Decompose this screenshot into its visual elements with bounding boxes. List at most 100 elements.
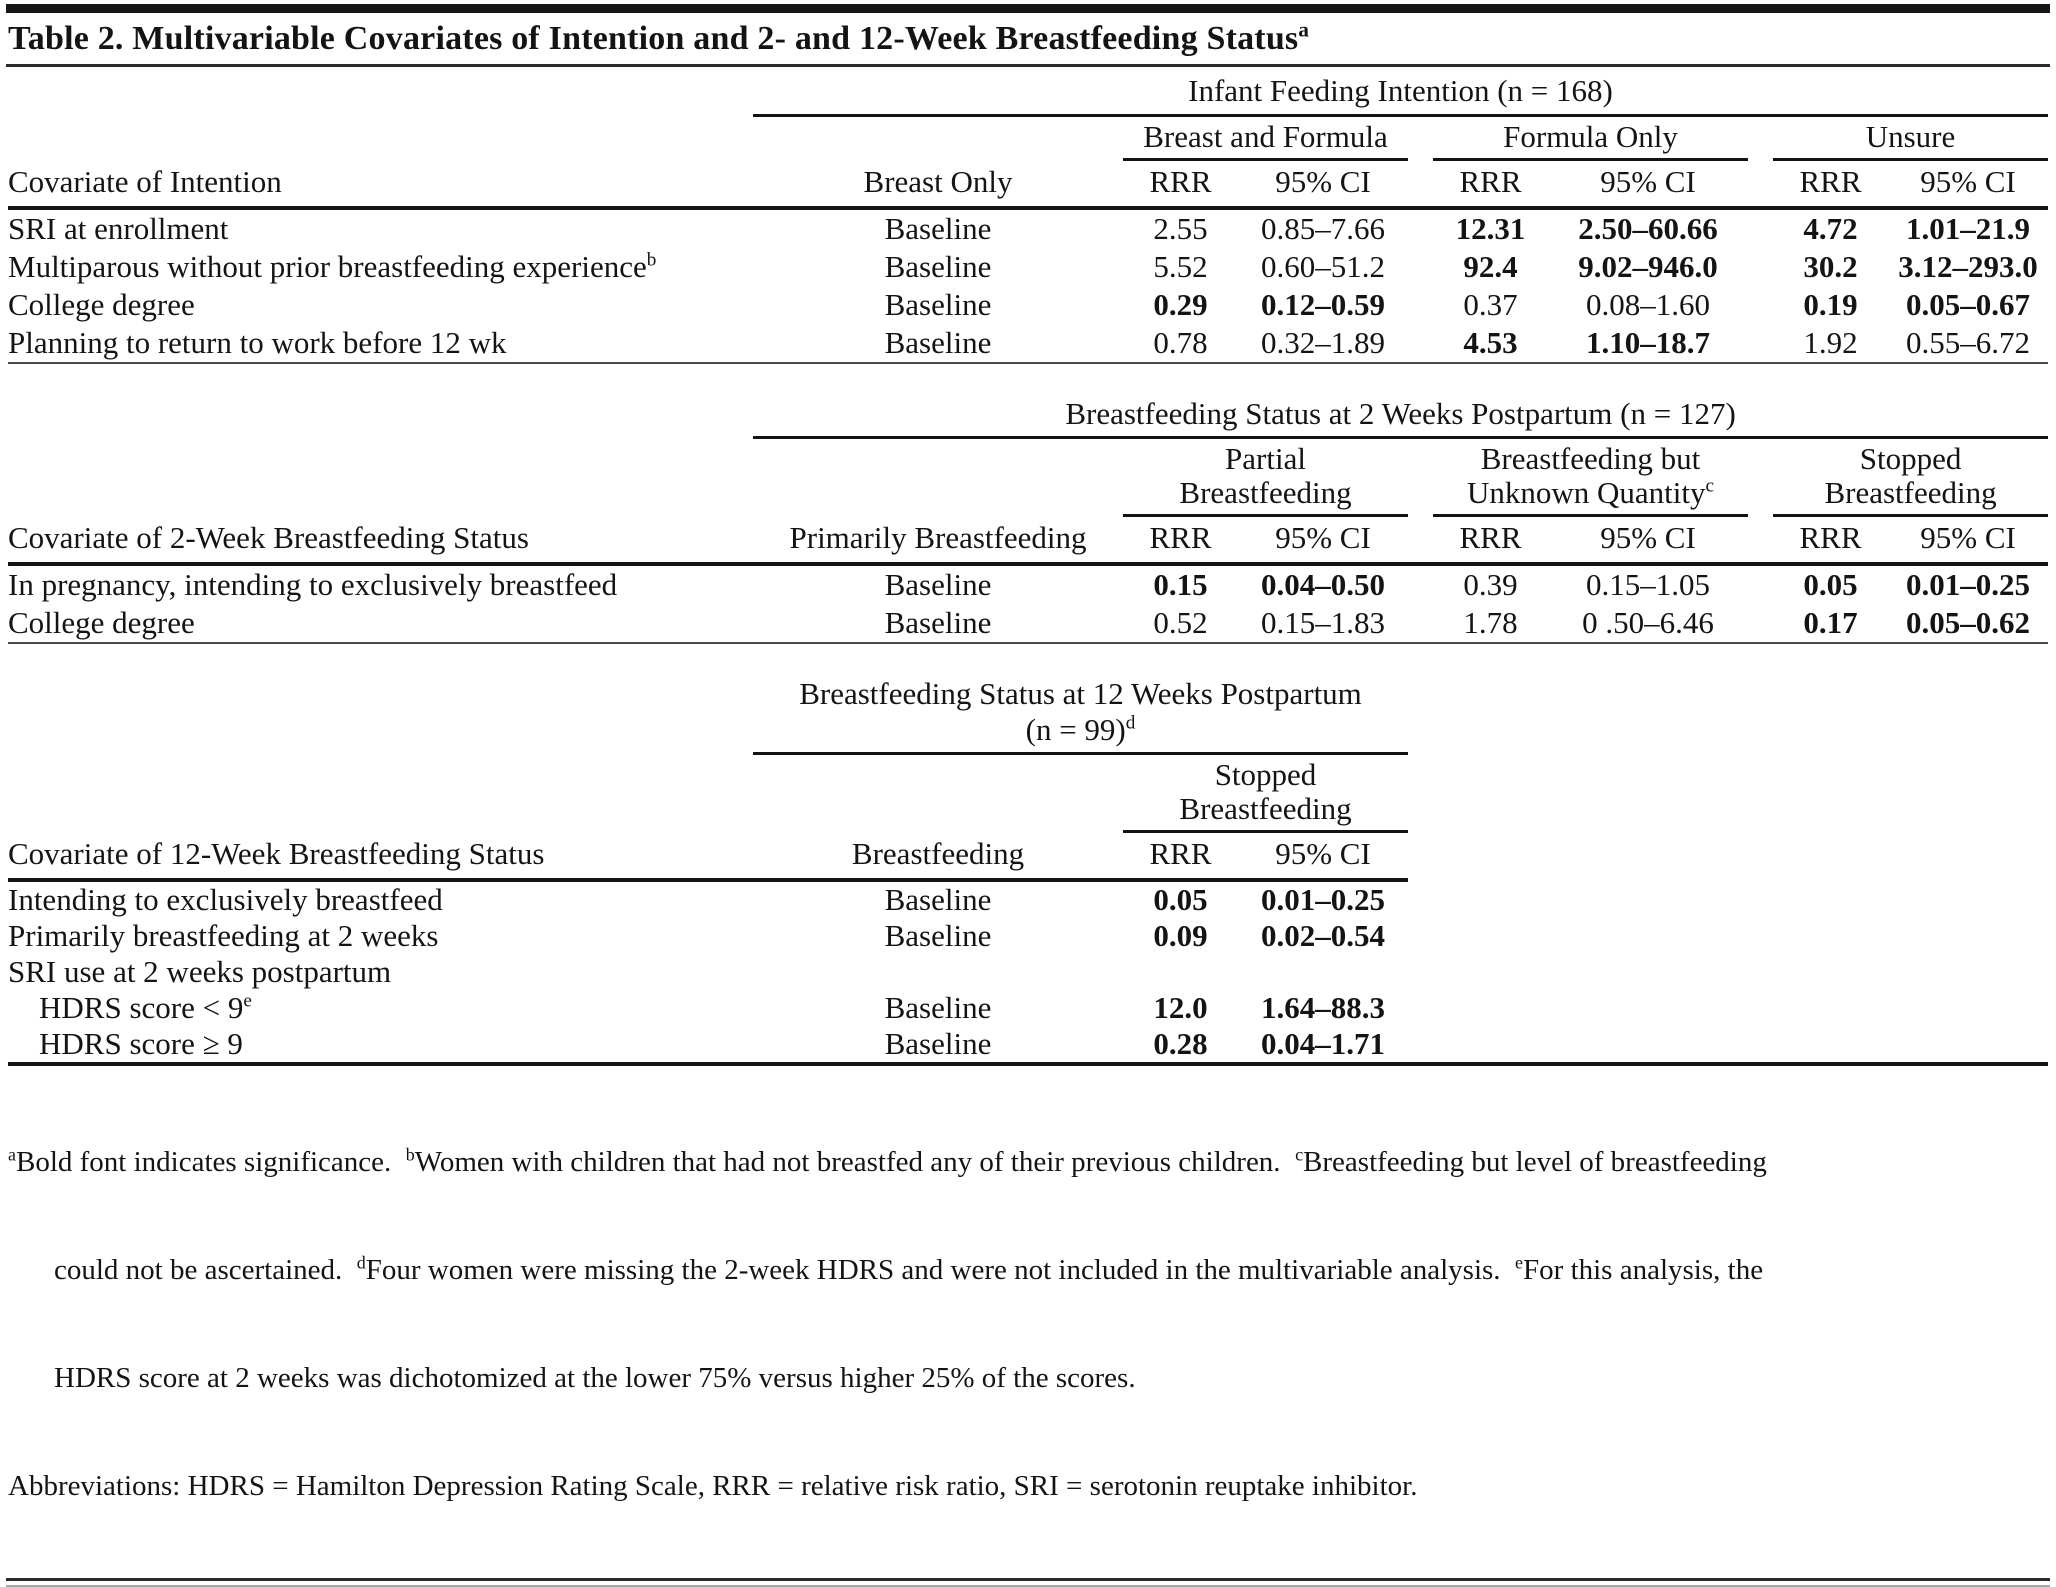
column-spacer	[1408, 438, 1433, 516]
table-row: Primarily breastfeeding at 2 weeks Basel…	[8, 918, 1408, 954]
reference-cell: Baseline	[884, 325, 992, 360]
paper-table-page: Table 2. Multivariable Covariates of Int…	[0, 4, 2056, 1587]
rrr-value: 0.09	[1153, 918, 1208, 953]
footnote-line: could not be ascertained. dFour women we…	[54, 1252, 1764, 1286]
two-week-table: Breastfeeding Status at 2 Weeks Postpart…	[8, 386, 2049, 642]
ci-value: 2.50–60.66	[1578, 211, 1718, 246]
reference-header: Primarily Breastfeeding	[753, 515, 1123, 566]
rrr-value: 30.2	[1803, 249, 1858, 284]
covariate-label: Intending to exclusively breastfeed	[8, 882, 443, 917]
ci-value: 1.64–88.3	[1261, 990, 1385, 1025]
reference-cell	[753, 954, 1123, 990]
empty-cell	[753, 438, 1123, 516]
ci-value: 0.05–0.67	[1906, 287, 2030, 322]
group-line: Breastfeeding but	[1480, 441, 1701, 476]
table-row: In pregnancy, intending to exclusively b…	[8, 564, 2048, 604]
column-spacer	[1408, 159, 1433, 210]
intention-table: Infant Feeding Intention (n = 168) Breas…	[8, 67, 2049, 362]
empty-cell	[8, 67, 753, 116]
spanner-row: Breastfeeding Status at 12 Weeks Postpar…	[8, 666, 1408, 755]
rrr-value	[1123, 954, 1238, 990]
spanner-line: Breastfeeding Status at 12 Weeks Postpar…	[799, 676, 1362, 711]
column-spacer	[1408, 248, 1433, 286]
group-breast-and-formula: Breast and Formula	[1123, 115, 1408, 161]
ci-header: 95% CI	[1238, 159, 1408, 210]
footnote-line: aBold font indicates significance. bWome…	[8, 1144, 1767, 1178]
ci-value: 1.01–21.9	[1906, 211, 2030, 246]
rrr-value: 4.72	[1803, 211, 1858, 246]
covariate-header: Covariate of Intention	[8, 159, 753, 210]
abbreviations-line: Abbreviations: HDRS = Hamilton Depressio…	[8, 1470, 1418, 1502]
reference-cell: Baseline	[884, 918, 992, 953]
table-row: SRI use at 2 weeks postpartum	[8, 954, 1408, 990]
ci-value: 0.01–0.25	[1906, 567, 2031, 602]
group-line: Stopped	[1214, 757, 1317, 792]
rrr-header: RRR	[1433, 159, 1548, 210]
rrr-value: 0.37	[1463, 287, 1518, 322]
column-spacer	[1408, 324, 1433, 362]
footnote-line: HDRS score at 2 weeks was dichotomized a…	[54, 1362, 1136, 1394]
rrr-value: 92.4	[1463, 249, 1518, 284]
rrr-value: 12.0	[1153, 990, 1208, 1025]
ci-value: 0.32–1.89	[1261, 325, 1385, 360]
reference-cell: Baseline	[884, 567, 992, 602]
table-title: Table 2. Multivariable Covariates of Int…	[8, 17, 1310, 57]
rrr-header: RRR	[1123, 831, 1238, 882]
rrr-value: 0.05	[1153, 882, 1208, 917]
rrr-header: RRR	[1773, 159, 1888, 210]
column-header-row: Covariate of Intention Breast Only RRR 9…	[8, 159, 2049, 210]
empty-cell	[8, 386, 753, 438]
column-spacer	[1408, 564, 1433, 604]
reference-cell: Baseline	[884, 211, 992, 246]
ci-value: 0.05–0.62	[1906, 605, 2031, 640]
rrr-value: 0.29	[1153, 287, 1208, 322]
spanner-row: Infant Feeding Intention (n = 168)	[8, 67, 2049, 117]
rrr-value: 2.55	[1153, 211, 1208, 246]
reference-cell: Baseline	[884, 287, 992, 322]
group-header-row: Partial Breastfeeding Breastfeeding but …	[8, 437, 2049, 517]
group-line: Unknown Quantityc	[1466, 475, 1715, 510]
ci-value	[1238, 954, 1408, 990]
column-spacer	[1748, 564, 1773, 604]
ci-value: 0.60–51.2	[1261, 249, 1385, 284]
rrr-value: 1.92	[1803, 325, 1858, 360]
section1-spanner: Infant Feeding Intention (n = 168)	[753, 67, 2049, 117]
section-divider-rule	[8, 642, 2048, 644]
group-partial-breastfeeding: Partial Breastfeeding	[1123, 437, 1408, 517]
column-header-row: Covariate of 12-Week Breastfeeding Statu…	[8, 831, 1408, 882]
reference-cell: Baseline	[884, 882, 992, 917]
reference-header: Breast Only	[753, 159, 1123, 210]
column-spacer	[1748, 159, 1773, 210]
reference-cell: Baseline	[884, 990, 992, 1025]
covariate-label: In pregnancy, intending to exclusively b…	[8, 567, 618, 602]
column-spacer	[1748, 438, 1773, 516]
table-row: College degree Baseline 0.29 0.12–0.59 0…	[8, 286, 2048, 324]
covariate-label: Planning to return to work before 12 wk	[8, 325, 507, 360]
covariate-header: Covariate of 2-Week Breastfeeding Status	[8, 515, 753, 566]
rrr-value: 0.19	[1803, 287, 1858, 322]
footnotes: aBold font indicates significance. bWome…	[8, 1072, 2048, 1576]
table-end-rule	[8, 1062, 2048, 1066]
rrr-value: 0.15	[1153, 567, 1208, 602]
covariate-label: HDRS score ≥ 9	[8, 1026, 243, 1061]
rrr-header: RRR	[1123, 515, 1238, 566]
rrr-value: 1.78	[1463, 605, 1518, 640]
ci-value: 0.85–7.66	[1261, 211, 1385, 246]
group-header-row: Stopped Breastfeeding	[8, 753, 1408, 833]
table-row: HDRS score < 9e Baseline 12.0 1.64–88.3	[8, 990, 1408, 1026]
column-spacer	[1748, 286, 1773, 324]
column-spacer	[1408, 515, 1433, 566]
table-row: HDRS score ≥ 9 Baseline 0.28 0.04–1.71	[8, 1026, 1408, 1062]
ci-value: 0.02–0.54	[1261, 918, 1385, 953]
rrr-value: 0.17	[1803, 605, 1858, 640]
covariate-label: College degree	[8, 605, 195, 640]
group-line: Breastfeeding	[1824, 475, 1997, 510]
reference-cell: Baseline	[884, 605, 992, 640]
group-stopped-breastfeeding: Stopped Breastfeeding	[1773, 437, 2049, 517]
column-spacer	[1408, 604, 1433, 642]
ci-header: 95% CI	[1548, 159, 1748, 210]
rrr-value: 12.31	[1455, 211, 1526, 246]
rrr-value: 4.53	[1463, 325, 1518, 360]
rrr-header: RRR	[1433, 515, 1548, 566]
covariate-label: College degree	[8, 287, 195, 322]
